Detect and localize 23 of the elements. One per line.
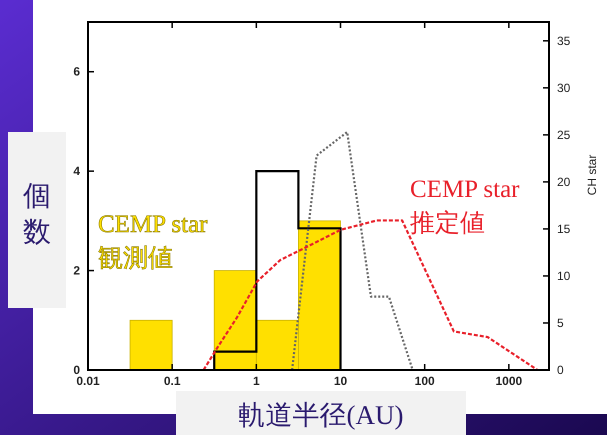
y2-tick-label: 0 bbox=[557, 363, 564, 377]
y2-tick-label: 20 bbox=[557, 174, 571, 189]
y2-tick-label: 25 bbox=[557, 128, 571, 142]
y2-tick-label: 15 bbox=[557, 222, 571, 236]
y-tick-label: 0 bbox=[73, 363, 80, 377]
x-tick-label: 1000 bbox=[495, 374, 523, 388]
annotation: CEMP star 推定値 bbox=[410, 176, 520, 237]
x-tick-label: 0.1 bbox=[164, 374, 181, 388]
y2-tick-label: 10 bbox=[557, 268, 571, 283]
x-tick-label: 0.01 bbox=[76, 374, 100, 388]
x-tick-label: 100 bbox=[414, 374, 436, 388]
y2-tick-label: 35 bbox=[557, 34, 571, 48]
x-axis-title: 軌道半径(AU) bbox=[238, 400, 404, 430]
y-tick-label: 2 bbox=[73, 264, 80, 278]
x-tick-label: 1 bbox=[252, 374, 260, 388]
y-tick-label: 6 bbox=[73, 64, 80, 79]
y2-tick-label: 5 bbox=[557, 316, 564, 330]
y-tick-label: 4 bbox=[73, 164, 80, 178]
y2-tick-label: 30 bbox=[557, 80, 571, 95]
annotation: CEMP star 観測値 bbox=[98, 211, 208, 272]
y2-axis-title: CH star bbox=[585, 154, 599, 196]
y-axis-title: 個数 bbox=[23, 180, 51, 247]
x-tick-label: 10 bbox=[334, 374, 348, 388]
